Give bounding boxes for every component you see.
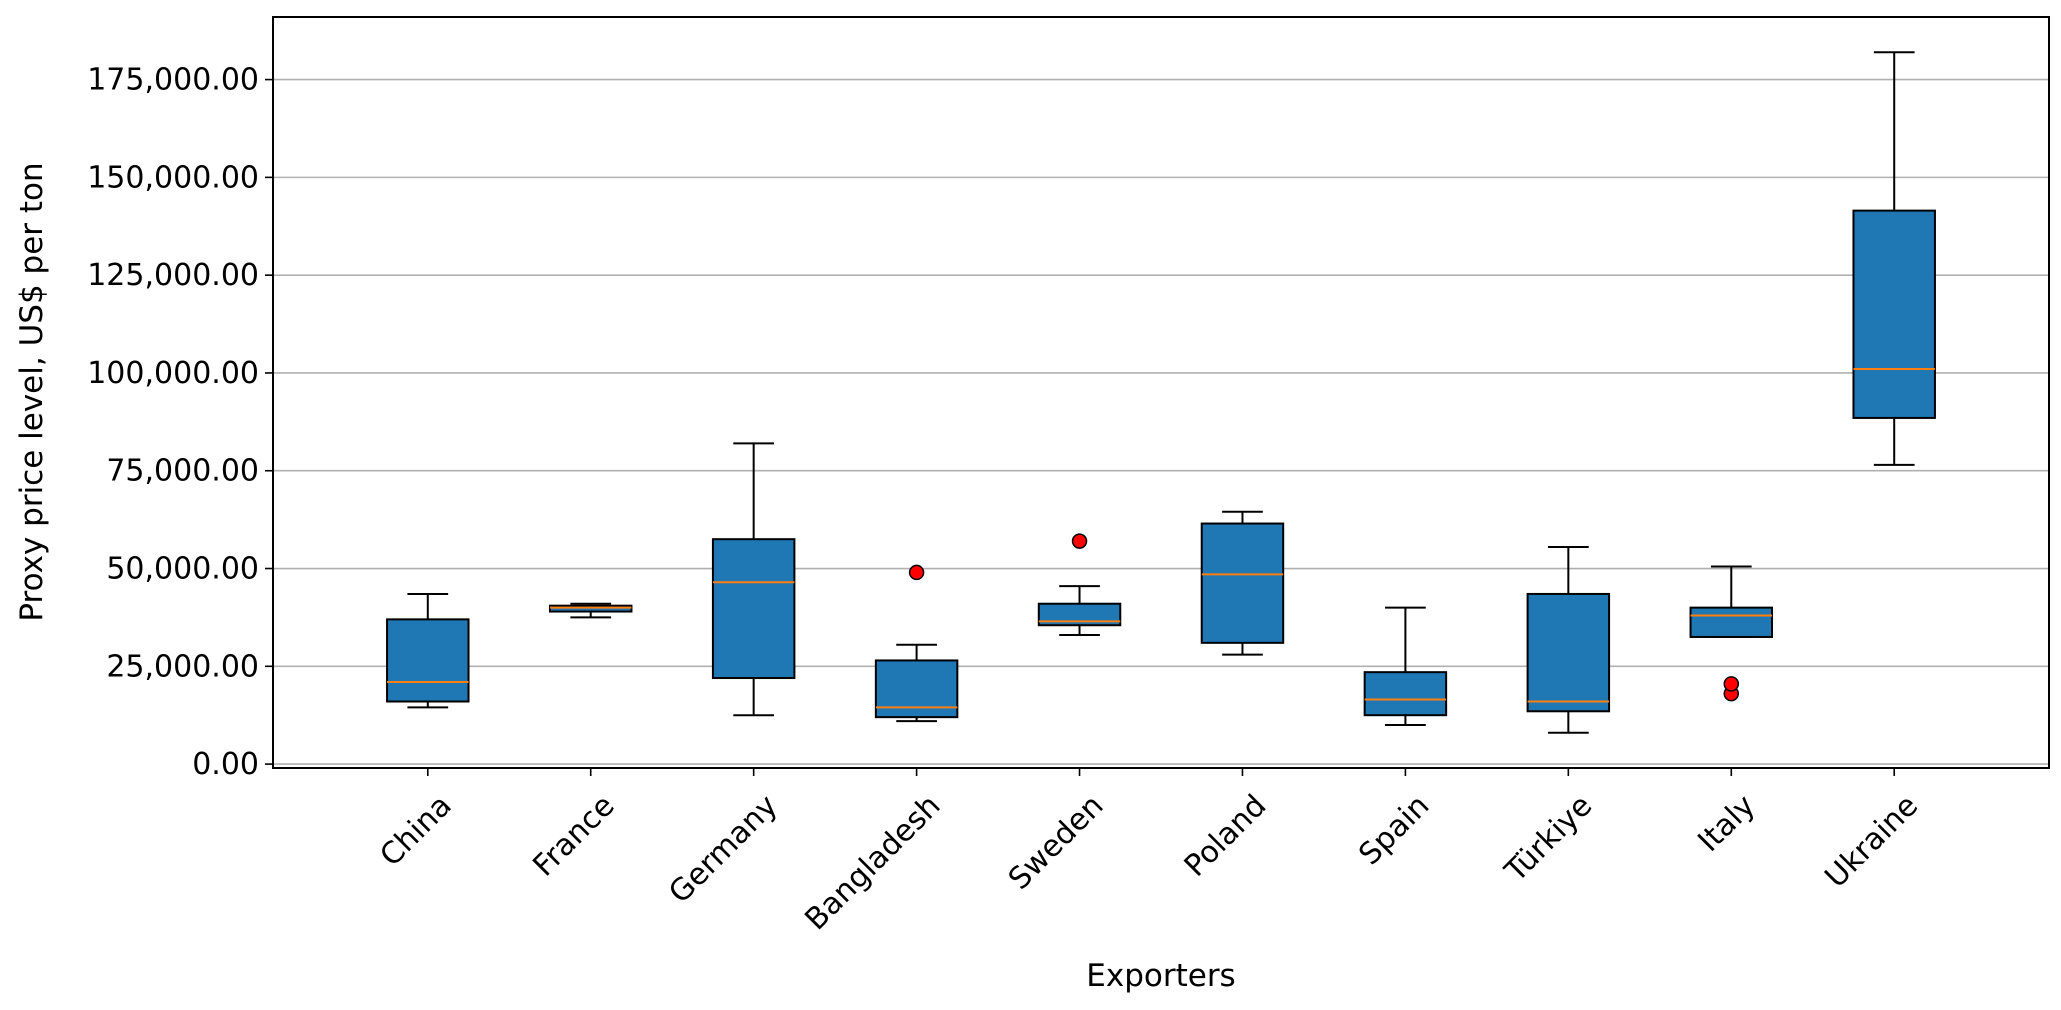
- y-axis: 0.00 25,000.00 50,000.00 75,000.00 100,000.0…: [87, 63, 273, 782]
- box-body: [1526, 592, 1611, 713]
- y-tick-label: 100,000.00: [87, 356, 259, 391]
- y-tick-label: 50,000.00: [106, 552, 259, 587]
- box-germany: [711, 442, 796, 717]
- gridlines: [273, 78, 2049, 765]
- box-body: [1037, 602, 1122, 627]
- box-france: [548, 602, 633, 619]
- plot-area-frame: [272, 16, 2050, 769]
- box-china: [386, 592, 470, 709]
- box-ukraine: [1852, 51, 1936, 466]
- box-body: [1852, 209, 1936, 419]
- outlier-point: [1071, 533, 1088, 549]
- box-sweden: [1037, 533, 1122, 637]
- box-body: [1689, 606, 1774, 638]
- box-spain: [1363, 606, 1448, 726]
- y-tick-label: 75,000.00: [106, 454, 259, 489]
- y-tick-label: 125,000.00: [87, 258, 259, 293]
- box-body: [1363, 671, 1448, 717]
- box-body: [386, 618, 470, 703]
- x-axis-title: Exporters: [1086, 958, 1235, 994]
- y-tick-label: 150,000.00: [87, 160, 259, 195]
- y-tick-label: 175,000.00: [87, 63, 259, 98]
- box-bangladesh: [874, 564, 959, 723]
- box-body: [874, 659, 959, 719]
- box-body: [711, 538, 796, 680]
- outlier-point: [1723, 676, 1740, 692]
- box-italy: [1689, 565, 1774, 702]
- outlier-point: [908, 564, 925, 581]
- y-tick-label: 0.00: [192, 747, 259, 782]
- y-axis-title: Proxy price level, US$ per ton: [14, 162, 50, 621]
- box-body: [1200, 522, 1285, 644]
- box-poland: [1200, 510, 1285, 656]
- boxes-group: [386, 51, 1936, 734]
- box-türkiye: [1526, 546, 1611, 734]
- y-tick-label: 25,000.00: [106, 649, 259, 684]
